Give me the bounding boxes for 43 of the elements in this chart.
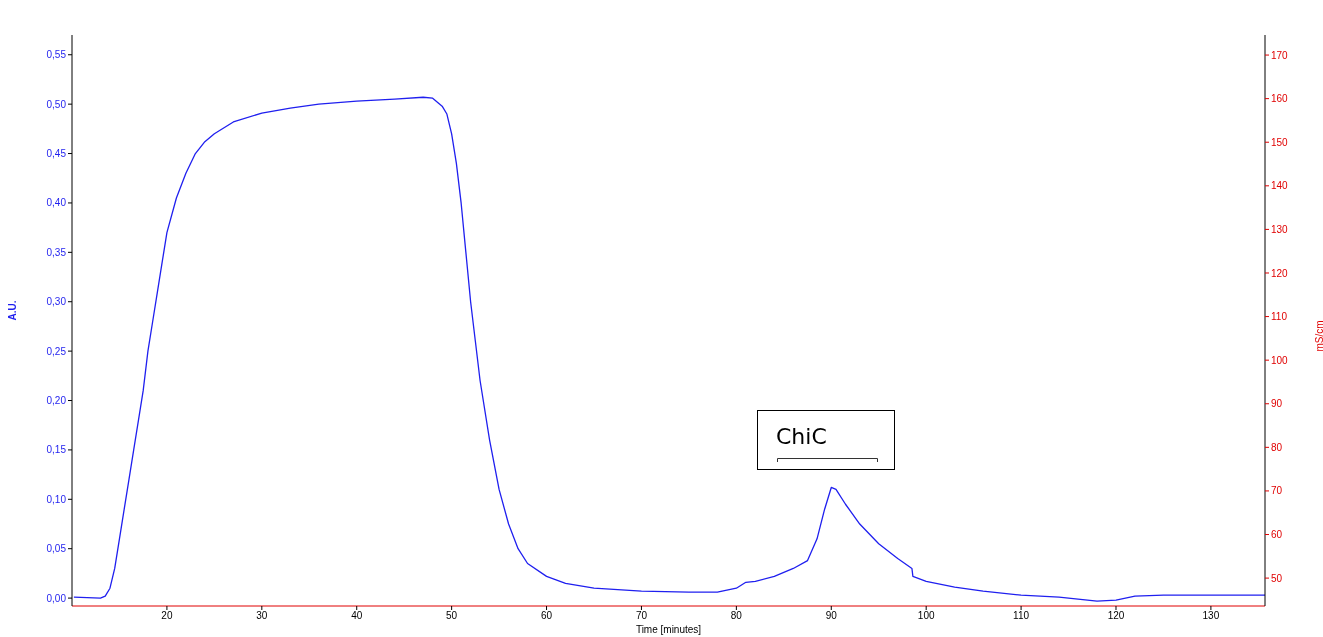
x-tick-label: 60 [540, 610, 553, 622]
y2-tick-label: 140 [1271, 180, 1289, 192]
y-axis-title: A.U. [6, 300, 18, 321]
y2-tick-label: 120 [1271, 267, 1289, 279]
y-tick-label: 0,50 [46, 98, 67, 110]
y-tick-label: 0,55 [46, 49, 67, 61]
y-tick-label: 0,40 [46, 197, 67, 209]
y2-tick-label: 90 [1271, 398, 1283, 410]
y2-tick-label: 160 [1271, 93, 1289, 105]
annotation: ChiC [776, 424, 827, 449]
y-tick-label: 0,45 [46, 148, 67, 160]
x-tick-label: 100 [917, 610, 935, 622]
y2-tick-label: 80 [1271, 441, 1283, 453]
y2-tick-label: 60 [1271, 529, 1283, 541]
x-tick-label: 120 [1107, 610, 1125, 622]
y2-tick-label: 50 [1271, 572, 1283, 584]
y-tick-label: 0,35 [46, 246, 67, 258]
x-tick-label: 90 [825, 610, 838, 622]
x-tick-label: 30 [256, 610, 268, 622]
y-tick-label: 0,25 [46, 345, 67, 357]
y-tick-label: 0,20 [46, 395, 67, 407]
y2-tick-label: 70 [1271, 485, 1283, 497]
y2-axis-title: mS/cm [1313, 320, 1323, 352]
x-tick-label: 130 [1202, 610, 1220, 622]
line-series [73, 96, 1265, 602]
y2-tick-label: 150 [1271, 136, 1289, 148]
y2-tick-label: 170 [1271, 49, 1289, 61]
x-tick-label: 80 [730, 610, 743, 622]
y-tick-label: 0,10 [46, 493, 67, 505]
label-frame: ChiC [757, 410, 895, 470]
y-tick-label: 0,30 [46, 296, 67, 308]
x-tick-label: 20 [161, 610, 173, 622]
y-tick-label: 0,05 [46, 543, 67, 555]
x-tick-label: 50 [446, 610, 458, 622]
y2-tick-label: 100 [1271, 354, 1289, 366]
x-tick-label: 110 [1013, 610, 1030, 622]
y-tick-label: 0,15 [46, 444, 67, 456]
y2-tick-label: 110 [1271, 311, 1288, 323]
x-tick-label: 70 [635, 610, 648, 622]
x-axis-title: Time [minutes] [635, 624, 702, 635]
x-tick-label: 40 [351, 610, 363, 622]
y-tick-label: 0,00 [46, 592, 67, 604]
y2-tick-label: 130 [1271, 223, 1289, 235]
